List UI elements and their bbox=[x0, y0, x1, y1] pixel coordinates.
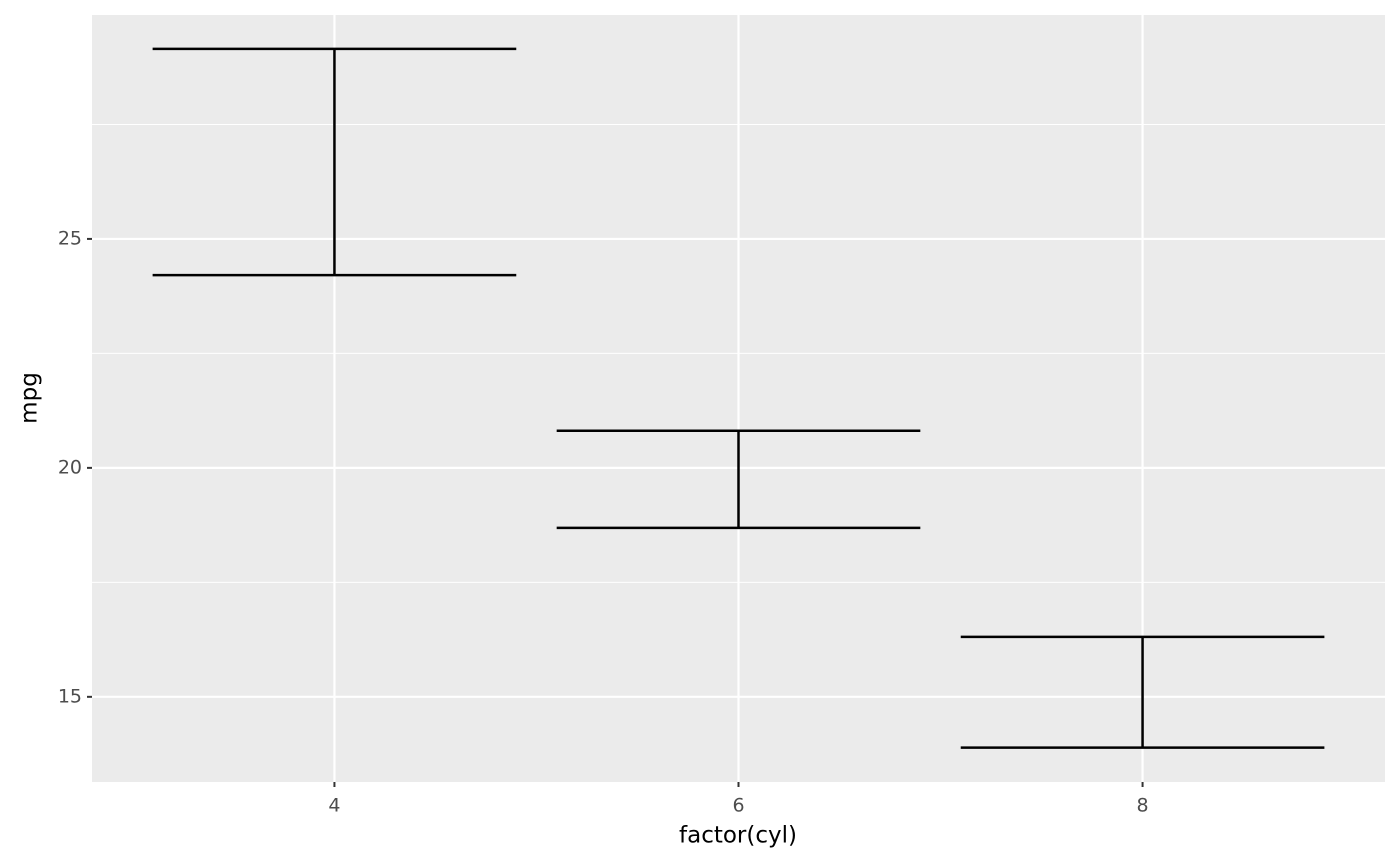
y-tick-label: 25 bbox=[58, 227, 82, 249]
y-tick-label: 15 bbox=[58, 685, 82, 707]
x-tick-label: 4 bbox=[328, 795, 340, 817]
y-tick-label: 20 bbox=[58, 456, 82, 478]
x-tick-label: 8 bbox=[1137, 795, 1149, 817]
x-axis-title: factor(cyl) bbox=[679, 823, 797, 849]
y-axis-title: mpg bbox=[17, 372, 43, 424]
x-tick-label: 6 bbox=[732, 795, 744, 817]
